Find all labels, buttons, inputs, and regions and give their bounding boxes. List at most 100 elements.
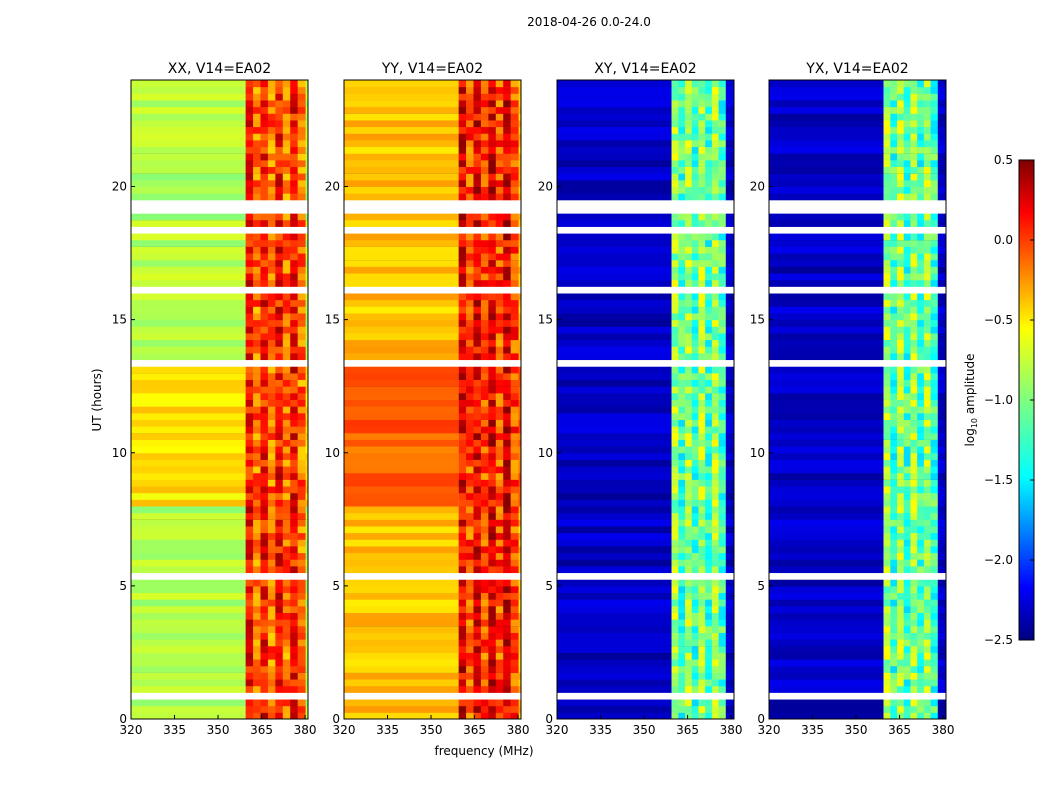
rfi-cell <box>890 352 898 361</box>
rfi-cell <box>267 652 276 660</box>
heatmap-row <box>344 585 459 594</box>
heatmap-row <box>305 672 308 680</box>
rfi-cell <box>890 113 898 121</box>
rfi-cell <box>705 625 713 633</box>
heatmap-row <box>344 579 459 587</box>
rfi-cell <box>883 639 891 647</box>
rfi-cell <box>698 605 706 613</box>
rfi-cell <box>282 685 291 693</box>
rfi-cell <box>671 159 679 168</box>
rfi-cell <box>503 466 512 474</box>
rfi-cell <box>495 106 504 114</box>
rfi-cell <box>691 632 699 640</box>
y-tick-label: 0 <box>757 712 765 726</box>
heatmap-row <box>518 119 521 128</box>
rfi-cell <box>480 126 489 134</box>
rfi-cell <box>297 419 306 427</box>
rfi-cell <box>711 86 720 94</box>
rfi-cell <box>705 479 713 487</box>
x-tick-label: 380 <box>507 723 530 737</box>
rfi-cell <box>930 86 938 94</box>
rfi-cell <box>290 712 299 720</box>
heatmap-row <box>305 93 308 101</box>
heatmap-row <box>557 645 672 653</box>
rfi-cell <box>685 459 693 467</box>
rfi-cell <box>930 113 938 121</box>
rfi-cell <box>488 539 497 547</box>
heatmap-row <box>305 146 308 154</box>
rfi-cell <box>890 332 898 341</box>
x-tick-label: 335 <box>801 723 824 737</box>
heatmap-row <box>344 639 459 647</box>
rfi-cell <box>678 299 686 307</box>
rfi-cell <box>267 213 276 221</box>
rfi-cell <box>705 565 713 574</box>
rfi-cell <box>923 699 932 707</box>
rfi-cell <box>466 179 474 187</box>
rfi-cell <box>458 679 467 687</box>
rfi-cell <box>488 552 497 560</box>
rfi-cell <box>917 166 925 174</box>
rfi-cell <box>503 99 512 108</box>
rfi-cell <box>691 579 699 587</box>
rfi-cell <box>260 599 269 607</box>
rfi-cell <box>917 466 925 474</box>
rfi-cell <box>290 106 299 114</box>
rfi-cell <box>930 312 938 321</box>
rfi-cell <box>671 372 679 381</box>
rfi-cell <box>671 126 679 134</box>
rfi-cell <box>897 645 905 653</box>
rfi-cell <box>897 705 905 713</box>
rfi-cell <box>923 599 932 607</box>
rfi-cell <box>903 166 911 174</box>
rfi-cell <box>705 179 713 187</box>
rfi-cell <box>466 346 474 354</box>
rfi-cell <box>910 592 918 600</box>
rfi-cell <box>883 266 891 274</box>
heatmap-row <box>518 319 521 327</box>
rfi-cell <box>473 246 482 254</box>
rfi-cell <box>910 492 918 500</box>
rfi-cell <box>510 146 519 154</box>
rfi-cell <box>910 133 918 141</box>
rfi-cell <box>917 532 925 540</box>
rfi-cell <box>698 665 706 673</box>
rfi-cell <box>510 412 519 420</box>
y-tick-label: 10 <box>112 446 127 460</box>
rfi-cell <box>930 446 938 454</box>
x-tick-label: 335 <box>376 723 399 737</box>
heatmap-row <box>305 532 308 540</box>
rfi-cell <box>883 173 891 181</box>
rfi-cell <box>718 332 726 341</box>
rfi-cell <box>466 652 474 660</box>
rfi-cell <box>698 233 706 241</box>
rfi-cell <box>711 599 720 607</box>
rfi-cell <box>282 632 291 640</box>
heatmap-row <box>131 113 246 121</box>
rfi-cell <box>466 699 474 707</box>
rfi-cell <box>267 159 276 168</box>
rfi-cell <box>267 253 276 261</box>
heatmap-row <box>344 366 459 374</box>
rfi-cell <box>917 612 925 620</box>
rfi-cell <box>495 339 504 347</box>
heatmap-row <box>344 486 459 494</box>
rfi-cell <box>473 652 482 660</box>
rfi-cell <box>897 492 905 500</box>
rfi-cell <box>253 159 261 168</box>
rfi-cell <box>245 86 254 94</box>
rfi-cell <box>466 332 474 341</box>
rfi-cell <box>282 652 291 660</box>
heatmap-row <box>725 552 734 560</box>
rfi-cell <box>718 545 726 554</box>
heatmap-row <box>131 392 246 400</box>
rfi-cell <box>503 699 512 707</box>
heatmap-row <box>557 273 672 281</box>
rfi-cell <box>890 119 898 128</box>
rfi-cell <box>711 592 720 600</box>
rfi-cell <box>260 399 269 407</box>
rfi-cell <box>923 585 932 594</box>
rfi-cell <box>488 153 497 161</box>
rfi-cell <box>480 319 489 327</box>
heatmap-row <box>725 133 734 141</box>
